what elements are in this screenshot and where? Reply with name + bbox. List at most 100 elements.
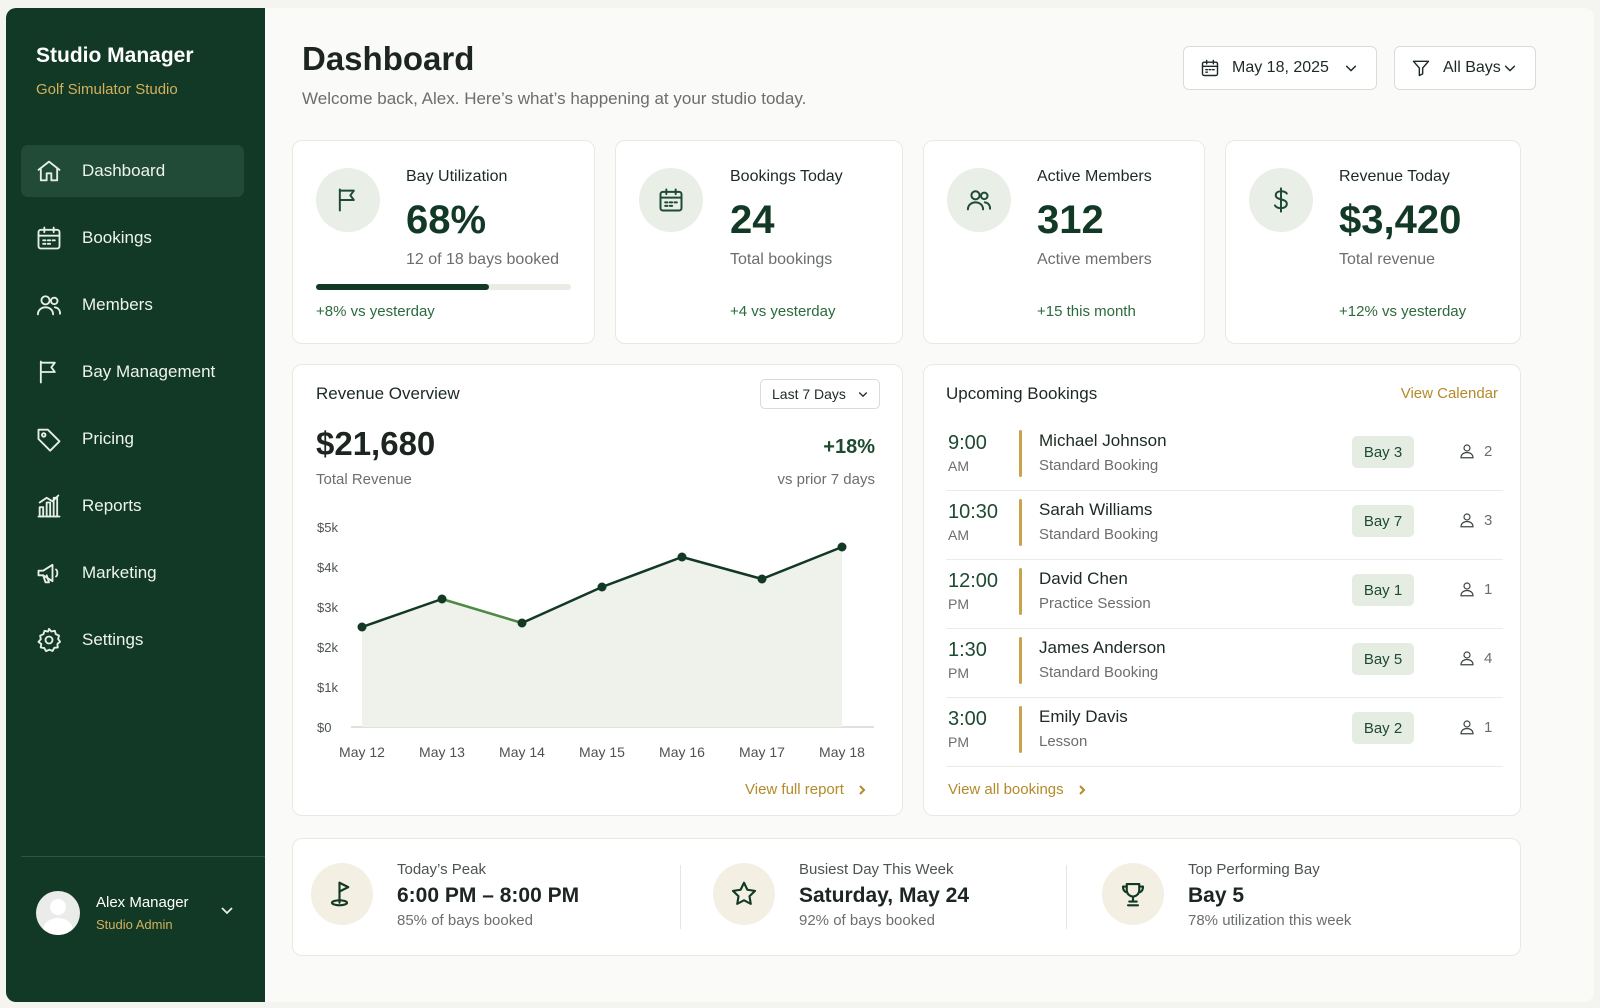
booking-type: Standard Booking <box>1039 526 1159 543</box>
stat-label: Revenue Today <box>1339 168 1450 185</box>
booking-accent-bar <box>1019 706 1022 753</box>
booking-accent-bar <box>1019 637 1022 684</box>
sidebar-item-label: Bookings <box>82 228 152 247</box>
booking-row[interactable]: 9:00 AM Michael Johnson Standard Booking… <box>946 422 1503 491</box>
sidebar-item-members[interactable]: Members <box>21 279 244 331</box>
page-title: Dashboard <box>302 40 475 77</box>
star-icon <box>731 881 757 905</box>
date-picker[interactable]: May 18, 2025 <box>1183 46 1377 90</box>
stat-label: Bookings Today <box>730 168 843 185</box>
golf-flag-icon <box>330 881 350 907</box>
sidebar-item-settings[interactable]: Settings <box>21 614 244 666</box>
y-tick-label: $2k <box>317 640 338 655</box>
revenue-range-value: Last 7 Days <box>772 386 846 402</box>
stat-icon-wrap <box>639 168 703 232</box>
y-tick-label: $1k <box>317 680 338 695</box>
stat-card-bookings-today: Bookings Today 24 Total bookings +4 vs y… <box>615 140 903 344</box>
highlight-icon-wrap <box>713 863 775 925</box>
highlight-description: 85% of bays booked <box>397 912 533 929</box>
highlight-icon-wrap <box>311 863 373 925</box>
booking-name: Michael Johnson <box>1039 431 1167 450</box>
booking-accent-bar <box>1019 430 1022 477</box>
person-icon <box>1460 444 1474 459</box>
page-subtitle: Welcome back, Alex. Here’s what’s happen… <box>302 89 807 108</box>
booking-name: Sarah Williams <box>1039 500 1153 519</box>
y-tick-label: $4k <box>317 560 338 575</box>
stat-value: 312 <box>1037 198 1104 242</box>
bar-chart-icon <box>37 494 61 518</box>
highlight-label: Today’s Peak <box>397 861 486 878</box>
revenue-change-caption: vs prior 7 days <box>777 471 875 488</box>
date-picker-value: May 18, 2025 <box>1232 59 1329 76</box>
utilization-progress-bar <box>316 284 571 290</box>
user-menu[interactable]: Alex Manager Studio Admin <box>36 888 251 938</box>
highlight-top-bay: Top Performing Bay Bay 5 78% utilization… <box>1084 839 1504 957</box>
y-tick-label: $5k <box>317 520 338 535</box>
sidebar-item-label: Marketing <box>82 563 157 582</box>
user-role: Studio Admin <box>96 917 173 932</box>
dollar-icon <box>1273 187 1288 213</box>
booking-time: 10:30 <box>948 501 999 523</box>
booking-row[interactable]: 10:30 AM Sarah Williams Standard Booking… <box>946 491 1503 560</box>
filter-icon <box>1412 60 1430 77</box>
stat-icon-wrap <box>316 168 380 232</box>
sidebar-item-marketing[interactable]: Marketing <box>21 547 244 599</box>
chevron-down-icon <box>858 392 868 398</box>
chevron-down-icon <box>1345 65 1357 72</box>
booking-ampm: AM <box>948 458 969 474</box>
booking-row[interactable]: 3:00 PM Emily Davis Lesson Bay 2 1 <box>946 698 1503 767</box>
stat-trend: +4 vs yesterday <box>730 303 836 320</box>
calendar-icon <box>37 226 61 250</box>
booking-type: Practice Session <box>1039 595 1151 612</box>
users-icon <box>966 190 992 211</box>
highlight-label: Busiest Day This Week <box>799 861 954 878</box>
booking-time: 1:30 <box>948 639 987 661</box>
sidebar-item-bookings[interactable]: Bookings <box>21 212 244 264</box>
revenue-line-segment <box>360 597 444 629</box>
revenue-line-segment <box>680 555 764 581</box>
view-full-report-link[interactable]: View full report <box>745 781 868 798</box>
data-point <box>357 622 367 632</box>
booking-row[interactable]: 12:00 PM David Chen Practice Session Bay… <box>946 560 1503 629</box>
view-all-bookings-label: View all bookings <box>948 781 1064 798</box>
guest-count: 4 <box>1484 649 1493 667</box>
booking-name: Emily Davis <box>1039 707 1128 726</box>
app-window: Studio Manager Golf Simulator Studio Das… <box>6 8 1594 1002</box>
stat-icon-wrap <box>1249 168 1313 232</box>
guest-count: 1 <box>1484 718 1493 736</box>
booking-row[interactable]: 1:30 PM James Anderson Standard Booking … <box>946 629 1503 698</box>
revenue-range-dropdown[interactable]: Last 7 Days <box>760 379 880 409</box>
highlight-value: 6:00 PM – 8:00 PM <box>397 884 580 907</box>
calendar-icon <box>659 188 683 212</box>
x-tick-label: May 18 <box>819 744 865 760</box>
sidebar-item-pricing[interactable]: Pricing <box>21 413 244 465</box>
guest-count: 1 <box>1484 580 1493 598</box>
view-calendar-link[interactable]: View Calendar <box>1400 385 1498 402</box>
data-point <box>597 582 607 592</box>
x-tick-label: May 13 <box>419 744 465 760</box>
tag-icon <box>37 428 61 452</box>
sidebar-item-label: Pricing <box>82 429 134 448</box>
bay-filter[interactable]: All Bays <box>1394 46 1536 90</box>
x-tick-label: May 17 <box>739 744 785 760</box>
stat-label: Active Members <box>1037 168 1152 185</box>
booking-time: 12:00 <box>948 570 999 592</box>
highlight-value: Saturday, May 24 <box>799 884 970 907</box>
revenue-change: +18% <box>823 436 875 458</box>
sidebar-item-bay-management[interactable]: Bay Management <box>21 346 244 398</box>
revenue-total-caption: Total Revenue <box>316 471 412 488</box>
trophy-icon <box>1121 882 1145 907</box>
stat-description: Active members <box>1037 251 1152 268</box>
stat-description: Total bookings <box>730 251 833 268</box>
revenue-card-title: Revenue Overview <box>316 384 460 403</box>
booking-accent-bar <box>1019 499 1022 546</box>
sidebar-item-dashboard[interactable]: Dashboard <box>21 145 244 197</box>
person-icon <box>1460 651 1474 666</box>
sidebar-item-label: Reports <box>82 496 142 515</box>
revenue-area <box>362 547 842 727</box>
view-all-bookings-link[interactable]: View all bookings <box>948 781 1088 798</box>
x-tick-label: May 16 <box>659 744 705 760</box>
sidebar-item-reports[interactable]: Reports <box>21 480 244 532</box>
bay-badge: Bay 7 <box>1352 505 1414 537</box>
chevron-down-icon[interactable] <box>219 902 235 918</box>
